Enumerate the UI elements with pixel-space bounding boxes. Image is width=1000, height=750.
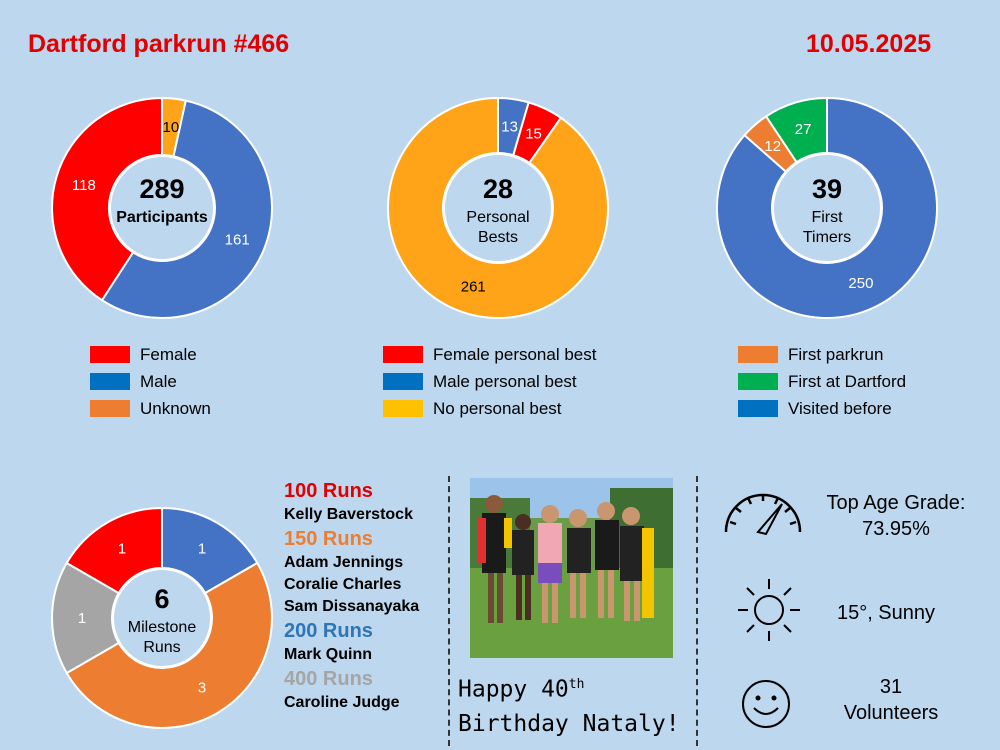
legend-item: Female	[90, 341, 211, 368]
center-label: Participants	[116, 209, 208, 226]
center-value: 6	[154, 584, 169, 614]
legend-swatch	[738, 373, 778, 390]
age-grade-stat: Top Age Grade: 73.95%	[806, 490, 986, 542]
legend-label: First at Dartford	[788, 371, 907, 391]
milestone-name: Sam Dissanayaka	[284, 598, 420, 615]
center-label: Timers	[803, 229, 851, 246]
volunteers-count: 31	[879, 676, 903, 698]
legend-label: Visited before	[788, 398, 892, 418]
legend-swatch	[383, 346, 423, 363]
milestone-heading: 200 Runs	[284, 620, 373, 642]
legend-item: First at Dartford	[738, 368, 906, 395]
legend-label: First parkrun	[788, 344, 884, 364]
slice-value-label: 13	[501, 118, 518, 135]
event-date: 10.05.2025	[806, 30, 932, 58]
legend-swatch	[738, 346, 778, 363]
milestone-name: Kelly Baverstock	[284, 506, 413, 523]
legend-label: Female	[140, 344, 197, 364]
age-grade-value: 73.95%	[862, 518, 930, 540]
slice-value-label: 3	[198, 679, 206, 696]
slice-value-label: 1	[118, 541, 126, 558]
center-value: 28	[483, 174, 513, 204]
center-label: Milestone	[128, 619, 197, 636]
milestone-name: Adam Jennings	[284, 554, 404, 571]
slice-value-label: 15	[525, 126, 542, 143]
volunteers-label: Volunteers	[843, 702, 939, 724]
milestone-name: Coralie Charles	[284, 576, 402, 593]
birthday-caption: Happy 40th Birthday Nataly!	[458, 676, 680, 737]
legend-label: Male	[140, 371, 177, 391]
legend-item: First parkrun	[738, 341, 906, 368]
first-timers-legend: First parkrun First at Dartford Visited be…	[738, 341, 906, 422]
slice-value-label: 161	[225, 231, 250, 248]
slice-value-label: 1	[78, 610, 86, 627]
legend-item: Unknown	[90, 395, 211, 422]
participants-legend: Female Male Unknown	[90, 341, 211, 422]
slice-value-label: 12	[764, 138, 781, 155]
center-label: Runs	[143, 639, 180, 656]
legend-swatch	[383, 400, 423, 417]
center-value: 289	[139, 174, 184, 204]
weather-stat: 15°, Sunny	[836, 602, 936, 624]
milestone-heading: 400 Runs	[284, 668, 373, 690]
slice-value-label: 118	[72, 177, 96, 194]
center-label: Bests	[478, 229, 518, 246]
milestone-heading: 150 Runs	[284, 528, 373, 550]
center-value: 39	[812, 174, 842, 204]
legend-item: Male	[90, 368, 211, 395]
personal-bests-legend: Female personal best Male personal best No…	[383, 341, 596, 422]
milestone-list: 100 Runs Kelly Baverstock 150 Runs Adam Jen…	[284, 478, 454, 714]
milestone-heading: 100 Runs	[284, 480, 373, 502]
slice-value-label: 261	[461, 279, 486, 296]
milestone-name: Caroline Judge	[284, 694, 400, 711]
age-grade-label: Top Age Grade:	[826, 492, 966, 514]
event-title: Dartford parkrun #466	[28, 30, 290, 58]
legend-label: Female personal best	[433, 344, 597, 364]
legend-item: No personal best	[383, 395, 596, 422]
sun-icon	[738, 579, 800, 641]
group-photo	[470, 478, 673, 658]
milestone-name: Mark Quinn	[284, 646, 373, 663]
slice-value-label: 10	[162, 119, 179, 136]
legend-swatch	[90, 346, 130, 363]
legend-swatch	[90, 400, 130, 417]
speedometer-icon	[724, 493, 802, 536]
legend-swatch	[738, 400, 778, 417]
legend-swatch	[383, 373, 423, 390]
legend-item: Visited before	[738, 395, 906, 422]
legend-label: Unknown	[140, 398, 211, 418]
smiley-icon	[742, 680, 790, 728]
legend-item: Male personal best	[383, 368, 596, 395]
center-label: First	[811, 209, 843, 226]
slice-value-label: 1	[198, 541, 206, 558]
slice-value-label: 27	[795, 121, 812, 138]
center-label: Personal	[466, 209, 529, 226]
legend-item: Female personal best	[383, 341, 596, 368]
volunteers-stat: 31 Volunteers	[806, 674, 976, 726]
photo-panel: Happy 40th Birthday Nataly!	[448, 476, 698, 746]
slice-value-label: 250	[848, 275, 873, 292]
legend-swatch	[90, 373, 130, 390]
legend-label: Male personal best	[433, 371, 577, 391]
legend-label: No personal best	[433, 398, 562, 418]
